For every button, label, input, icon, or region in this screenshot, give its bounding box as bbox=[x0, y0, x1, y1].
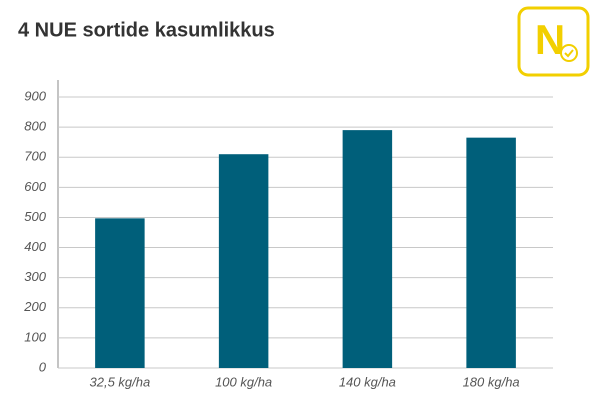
y-tick-label: 800 bbox=[24, 119, 46, 134]
y-tick-label: 300 bbox=[24, 269, 46, 284]
y-tick-label: 100 bbox=[24, 329, 46, 344]
bar bbox=[218, 154, 269, 368]
x-tick-label: 140 kg/ha bbox=[339, 374, 396, 389]
y-tick-label: 200 bbox=[23, 299, 46, 314]
x-tick-label: 100 kg/ha bbox=[215, 374, 272, 389]
x-tick-label: 180 kg/ha bbox=[463, 374, 520, 389]
y-tick-label: 400 bbox=[24, 239, 46, 254]
logo: N bbox=[517, 6, 590, 77]
bar bbox=[95, 218, 145, 368]
bar bbox=[342, 130, 393, 368]
y-tick-label: 900 bbox=[24, 88, 46, 103]
logo-check-circle bbox=[560, 44, 578, 62]
x-tick-label: 32,5 kg/ha bbox=[90, 374, 151, 389]
chart-title: 4 NUE sortide kasumlikkus bbox=[18, 19, 275, 41]
y-tick-label: 700 bbox=[24, 149, 46, 164]
logo-check bbox=[564, 49, 574, 58]
y-tick-label: 500 bbox=[24, 209, 46, 224]
logo-letter: N bbox=[535, 16, 565, 63]
bar bbox=[466, 137, 516, 368]
y-tick-label: 0 bbox=[39, 359, 47, 374]
y-tick-label: 600 bbox=[24, 179, 46, 194]
